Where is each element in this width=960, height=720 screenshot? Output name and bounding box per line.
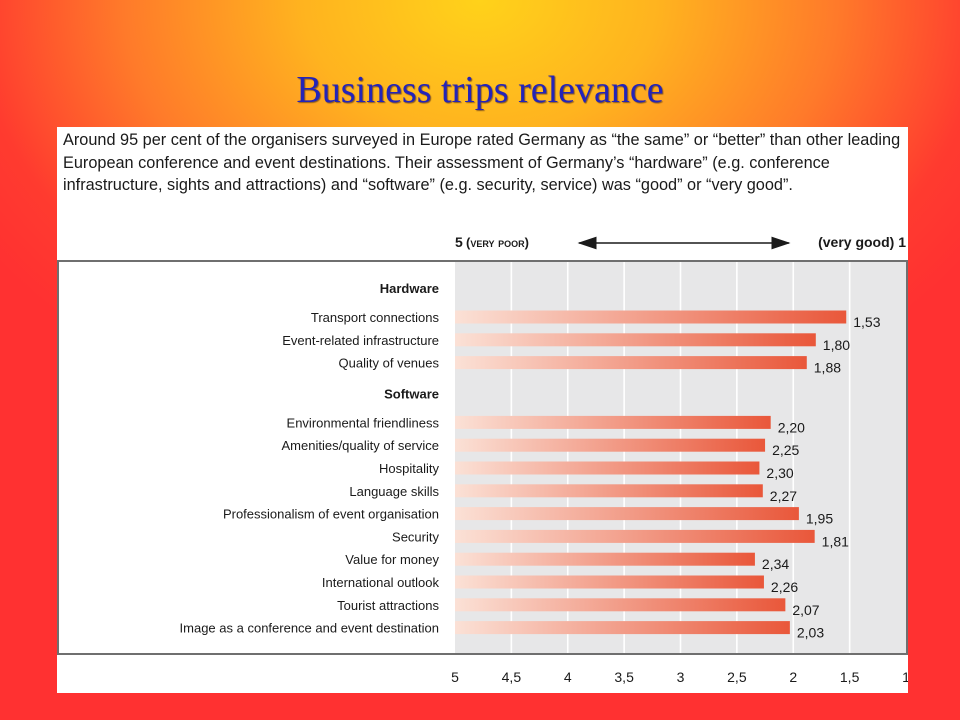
category-label: International outlook xyxy=(322,575,440,590)
category-label: Environmental friendliness xyxy=(287,415,440,430)
x-tick-label: 2,5 xyxy=(727,669,747,685)
bar-value-label: 1,53 xyxy=(853,314,880,330)
category-label: Language skills xyxy=(349,484,439,499)
group-header: Hardware xyxy=(380,281,439,296)
bar xyxy=(455,598,786,612)
category-label: Tourist attractions xyxy=(337,598,439,613)
bar xyxy=(455,507,799,521)
bar xyxy=(455,438,766,452)
scale-left-number: 5 xyxy=(455,234,463,250)
bar-value-label: 2,03 xyxy=(797,625,824,641)
x-tick-label: 4,5 xyxy=(502,669,522,685)
x-tick-label: 3 xyxy=(677,669,685,685)
category-label: Image as a conference and event destinat… xyxy=(180,621,439,636)
category-label: Value for money xyxy=(345,552,439,567)
bar xyxy=(455,415,771,429)
category-label: Transport connections xyxy=(311,310,440,325)
x-tick-label: 1 xyxy=(902,669,908,685)
bar xyxy=(455,484,763,498)
category-label: Professionalism of event organisation xyxy=(223,507,439,522)
bar-chart: 5 (very poor) (very good) 1 Hardware Tran… xyxy=(57,234,908,685)
bar xyxy=(455,333,816,347)
bar xyxy=(455,621,790,635)
bar xyxy=(455,310,847,324)
intro-text: Around 95 per cent of the organisers sur… xyxy=(63,131,901,194)
bar xyxy=(455,356,807,370)
bar-value-label: 2,20 xyxy=(778,419,805,435)
bar-value-label: 1,95 xyxy=(806,511,833,527)
bar-value-label: 1,80 xyxy=(823,337,850,353)
x-tick-label: 3,5 xyxy=(614,669,634,685)
category-label: Security xyxy=(392,529,439,544)
bar-value-label: 2,07 xyxy=(792,602,819,618)
x-tick-label: 4 xyxy=(564,669,572,685)
x-tick-label: 2 xyxy=(789,669,797,685)
scale-right-label: (very good) 1 xyxy=(818,234,906,250)
category-label: Amenities/quality of service xyxy=(281,438,439,453)
chart-panel: Around 95 per cent of the organisers sur… xyxy=(57,127,908,693)
bar xyxy=(455,552,755,566)
bar-value-label: 2,26 xyxy=(771,579,798,595)
category-label: Quality of venues xyxy=(339,356,440,371)
group-header: Software xyxy=(384,386,439,401)
bar xyxy=(455,529,815,543)
scale-left-note: (very poor) xyxy=(466,235,529,250)
slide-title: Business trips relevance xyxy=(296,69,664,111)
bar xyxy=(455,575,764,589)
category-label: Event-related infrastructure xyxy=(282,333,439,348)
x-tick-label: 1,5 xyxy=(840,669,860,685)
bar-value-label: 2,27 xyxy=(770,488,797,504)
bar-value-label: 2,34 xyxy=(762,556,789,572)
x-tick-label: 5 xyxy=(451,669,459,685)
bar-value-label: 2,30 xyxy=(766,465,793,481)
bar-value-label: 1,88 xyxy=(814,360,841,376)
bar xyxy=(455,461,760,475)
bar-value-label: 1,81 xyxy=(822,533,849,549)
category-label: Hospitality xyxy=(379,461,439,476)
bar-value-label: 2,25 xyxy=(772,442,799,458)
